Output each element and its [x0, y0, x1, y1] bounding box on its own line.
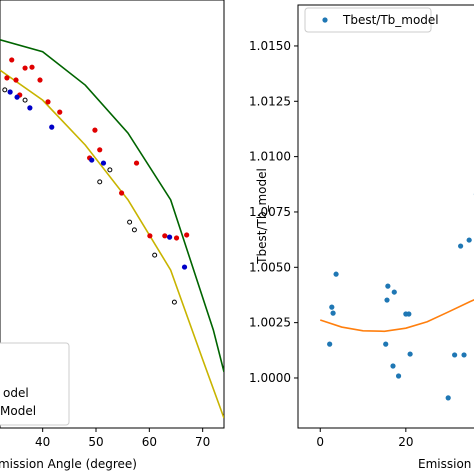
point: [184, 232, 190, 238]
x-axis-label: Emission Angle (degree): [418, 457, 474, 471]
point: [333, 271, 339, 277]
point: [100, 160, 107, 166]
plot-frame: [297, 4, 474, 429]
point: [395, 373, 402, 379]
point: [385, 283, 391, 289]
point: [167, 234, 173, 240]
point: [107, 167, 113, 173]
point: [390, 363, 396, 369]
point: [27, 105, 33, 111]
point: [97, 147, 103, 153]
legend-label: Model: [0, 404, 36, 418]
point: [7, 89, 13, 95]
legend-marker: [322, 17, 328, 23]
point: [127, 219, 133, 225]
y-tick-label: 1.0150: [249, 39, 291, 53]
point: [49, 124, 55, 130]
x-tick-label: 70: [195, 435, 210, 449]
legend-label: odel: [3, 386, 29, 400]
curve: [320, 299, 474, 333]
point: [461, 352, 467, 358]
y-tick-label: 1.0025: [249, 316, 291, 330]
point: [37, 77, 43, 83]
point: [445, 395, 451, 401]
x-tick-label: 0: [316, 435, 324, 449]
point: [171, 299, 177, 305]
point: [329, 304, 335, 310]
point: [327, 341, 333, 347]
point: [152, 252, 158, 258]
point: [406, 311, 412, 317]
point: [97, 179, 103, 185]
point: [89, 157, 95, 163]
legend-box: [304, 7, 432, 33]
point: [466, 237, 472, 243]
plot-area: [0, 39, 224, 419]
point: [173, 235, 180, 241]
point: [9, 57, 15, 63]
point: [92, 127, 98, 133]
point: [13, 77, 19, 83]
y-tick-label: 1.0100: [249, 150, 291, 164]
point: [133, 160, 140, 166]
point: [383, 341, 389, 347]
point: [119, 190, 125, 196]
point: [452, 352, 458, 358]
y-tick-label: 1.0125: [249, 94, 291, 108]
point: [162, 233, 168, 239]
y-tick-label: 1.0000: [249, 371, 291, 385]
x-tick-label: 40: [35, 435, 50, 449]
point: [14, 94, 20, 100]
point: [131, 227, 137, 233]
point: [181, 264, 188, 270]
legend-label: Tbest/Tb_model: [342, 13, 439, 27]
point: [391, 289, 397, 295]
point: [4, 75, 10, 81]
point: [384, 297, 390, 303]
point: [29, 64, 35, 70]
plot-frame: [0, 0, 225, 429]
point: [22, 65, 28, 71]
y-tick-label: 1.0075: [249, 205, 291, 219]
point: [57, 109, 63, 115]
x-axis-label: Emission Angle (degree): [0, 457, 137, 471]
point: [45, 99, 51, 105]
curve: [0, 39, 224, 373]
y-tick-label: 1.0050: [249, 260, 291, 274]
y-axis-label: Tbest/Tb_model: [255, 168, 269, 265]
curve: [0, 69, 224, 419]
point: [330, 310, 336, 316]
plot-area: [320, 193, 474, 401]
x-tick-label: 20: [398, 435, 413, 449]
point: [2, 87, 8, 93]
point: [147, 233, 153, 239]
point: [407, 351, 413, 357]
legend-box: [0, 342, 70, 426]
point: [458, 243, 464, 249]
x-tick-label: 60: [142, 435, 157, 449]
x-tick-label: 50: [88, 435, 103, 449]
point: [22, 97, 28, 103]
